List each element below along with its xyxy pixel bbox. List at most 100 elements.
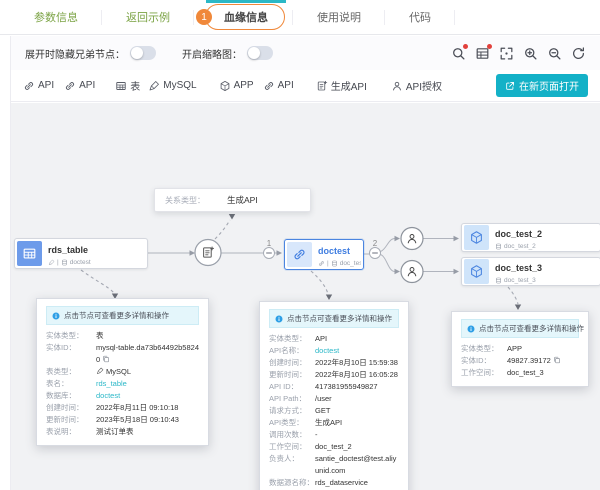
node-doc-test-2[interactable]: doc_test_2 doc_test_2 (461, 223, 600, 252)
field-label: 表名： (46, 379, 69, 388)
field-label: 工作空间： (269, 442, 307, 451)
legend-api-2: API (64, 80, 95, 92)
table-name-link[interactable]: rds_table (96, 379, 127, 388)
link-icon (318, 260, 325, 267)
field-value: 417381955949827 (315, 382, 378, 391)
legend-api-1: API (23, 80, 54, 92)
field-value: rds_dataservice (315, 478, 368, 487)
node-title: doctest (318, 246, 351, 256)
hide-siblings-label: 展开时隐藏兄弟节点： (25, 49, 125, 61)
edge-count-label: 1 (267, 239, 272, 248)
node-title: rds_table (48, 245, 89, 255)
relation-type-value: 生成API (227, 195, 258, 205)
field-label: API Path： (269, 394, 307, 403)
cube-icon (464, 259, 489, 284)
field-value: - (315, 430, 318, 439)
link-icon (23, 80, 35, 92)
field-value: 测试订单表 (96, 427, 134, 436)
field-value: 2022年8月10日 16:05:28 (315, 370, 398, 379)
api-auth-node-2[interactable] (400, 259, 424, 284)
card-hint: 点击节点可查看更多详情和操作 (269, 309, 399, 328)
node-doctest[interactable]: doctest | doc_test_2 (284, 239, 364, 270)
api-auth-node-1[interactable] (400, 226, 424, 251)
node-title: doc_test_3 (495, 263, 543, 273)
field-label: 请求方式： (269, 406, 307, 415)
step-badge: 1 (196, 9, 212, 25)
field-label: 数据库： (46, 391, 76, 400)
lineage-canvas[interactable]: 1 2 (11, 103, 600, 490)
field-label: 创建时间： (46, 403, 84, 412)
field-label: 数据源名称： (269, 478, 314, 487)
field-label: API名称： (269, 346, 304, 355)
lineage-panel: 展开时隐藏兄弟节点： 开启缩略图： API API 表 MySQL APP (10, 36, 600, 490)
node-rds-table[interactable]: rds_table | doctest (14, 238, 148, 269)
tab-bar: 参数信息 返回示例 1 血缘信息 使用说明 代码 (0, 0, 600, 35)
field-value: APP (507, 344, 523, 353)
field-value: 表 (96, 331, 104, 340)
field-label: 实体类型： (461, 344, 499, 353)
database-link[interactable]: doctest (96, 391, 121, 400)
hide-siblings-toggle[interactable] (130, 46, 156, 60)
search-icon[interactable] (451, 43, 468, 61)
canvas-toolbar (451, 43, 586, 61)
toggle-knob (131, 47, 143, 59)
zoom-out-icon[interactable] (547, 46, 562, 61)
field-label: 调用次数： (269, 430, 307, 439)
edge-handle-1[interactable]: 1 (263, 239, 275, 259)
field-label: API ID： (269, 382, 299, 391)
minimap-group: 开启缩略图： (182, 46, 273, 61)
tab-lineage-wrap[interactable]: 1 血缘信息 (194, 0, 293, 35)
open-new-page-button[interactable]: 在新页面打开 (496, 74, 588, 97)
fit-view-icon[interactable] (499, 46, 514, 61)
field-label: 工作空间： (461, 368, 499, 377)
link-icon (64, 80, 76, 92)
doc-plus-icon (316, 80, 328, 92)
detail-card-app: 点击节点可查看更多详情和操作 实体类型： APP 实体ID： 49827.3917… (451, 311, 589, 387)
field-value: doc_test_2 (315, 442, 352, 451)
database-icon (495, 243, 502, 250)
minimap-toggle[interactable] (247, 46, 273, 60)
field-value: API (315, 334, 328, 343)
legend-api-auth: API授权 (391, 78, 442, 93)
card-hint: 点击节点可查看更多详情和操作 (46, 306, 199, 325)
detail-card-api: 点击节点可查看更多详情和操作 实体类型： API API名称： doctest 创建… (259, 301, 409, 490)
field-label: 更新时间： (269, 370, 307, 379)
tab-example[interactable]: 返回示例 (102, 0, 194, 35)
database-icon (61, 259, 68, 266)
field-label: 创建时间： (269, 358, 307, 367)
field-value: 2023年5月18日 09:10:43 (96, 415, 179, 424)
field-value: 生成API (315, 418, 343, 427)
active-tab-indicator (206, 0, 286, 3)
info-icon (467, 325, 475, 333)
refresh-icon[interactable] (571, 46, 586, 61)
edge-layer: 1 2 (80, 214, 522, 310)
card-hint: 点击节点可查看更多详情和操作 (461, 319, 584, 338)
field-value: 2022年8月11日 09:10:18 (96, 403, 179, 412)
tab-lineage[interactable]: 血缘信息 (205, 4, 285, 30)
layout-grid-icon[interactable] (475, 43, 492, 61)
pen-icon (96, 367, 104, 375)
gen-api-node[interactable] (194, 238, 222, 267)
field-label: 负责人： (269, 454, 299, 463)
field-value: doc_test_3 (507, 368, 544, 377)
link-icon (263, 80, 275, 92)
legend-api-3: API (263, 80, 294, 92)
tab-usage[interactable]: 使用说明 (293, 0, 385, 35)
copy-icon[interactable] (553, 356, 561, 364)
database-icon (495, 277, 502, 284)
copy-icon[interactable] (102, 355, 110, 363)
field-value: /user (315, 394, 332, 403)
control-row: 展开时隐藏兄弟节点： 开启缩略图： (11, 36, 600, 70)
node-doc-test-3[interactable]: doc_test_3 doc_test_3 (461, 257, 600, 286)
database-icon (331, 260, 338, 267)
node-subtitle: | doc_test_2 (318, 259, 361, 268)
field-label: 实体类型： (46, 331, 84, 340)
tab-params[interactable]: 参数信息 (10, 0, 102, 35)
zoom-in-icon[interactable] (523, 46, 538, 61)
field-value: 2022年8月10日 15:59:38 (315, 358, 398, 367)
edge-handle-2[interactable]: 2 (369, 239, 381, 259)
api-name-link[interactable]: doctest (315, 346, 340, 355)
tab-code[interactable]: 代码 (385, 0, 455, 35)
legend-gen-api: 生成API (316, 78, 367, 93)
